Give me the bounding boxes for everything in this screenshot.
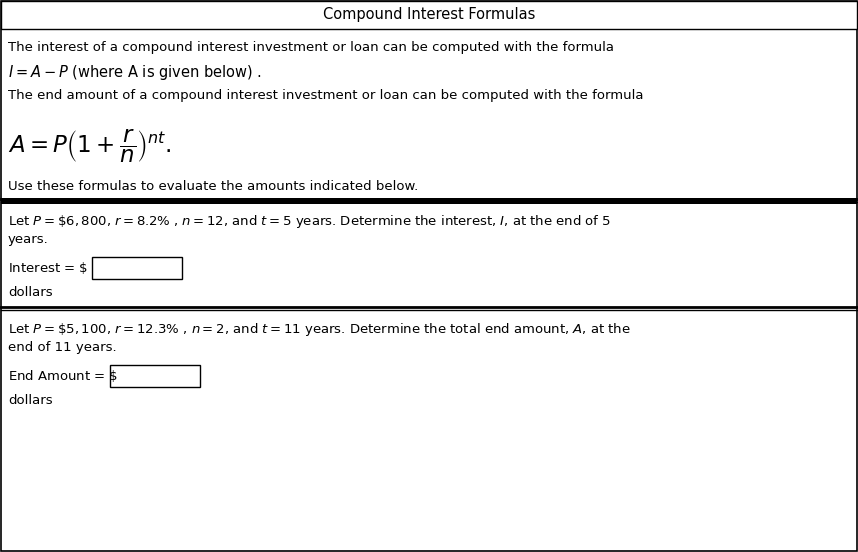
Text: dollars: dollars bbox=[8, 394, 52, 406]
Text: Use these formulas to evaluate the amounts indicated below.: Use these formulas to evaluate the amoun… bbox=[8, 179, 418, 193]
Text: years.: years. bbox=[8, 233, 49, 247]
Text: Compound Interest Formulas: Compound Interest Formulas bbox=[323, 8, 535, 23]
Text: $I = A - P$ (where A is given below) .: $I = A - P$ (where A is given below) . bbox=[8, 62, 262, 82]
Text: End Amount = $\$$: End Amount = $\$$ bbox=[8, 368, 118, 384]
FancyBboxPatch shape bbox=[92, 257, 182, 279]
Text: end of 11 years.: end of 11 years. bbox=[8, 342, 117, 354]
Text: dollars: dollars bbox=[8, 285, 52, 299]
Text: The interest of a compound interest investment or loan can be computed with the : The interest of a compound interest inve… bbox=[8, 41, 614, 55]
Text: $A = P\left(1 + \dfrac{r}{n}\right)^{nt}.$: $A = P\left(1 + \dfrac{r}{n}\right)^{nt}… bbox=[8, 128, 172, 164]
FancyBboxPatch shape bbox=[1, 198, 857, 204]
Text: The end amount of a compound interest investment or loan can be computed with th: The end amount of a compound interest in… bbox=[8, 89, 644, 103]
Text: Let $P = \$6,800$, $r = 8.2\%$ , $n = 12$, and $t = 5$ years. Determine the inte: Let $P = \$6,800$, $r = 8.2\%$ , $n = 12… bbox=[8, 214, 611, 231]
FancyBboxPatch shape bbox=[110, 365, 200, 387]
Text: Let $P = \$5,100$, $r = 12.3\%$ , $n = 2$, and $t = 11$ years. Determine the tot: Let $P = \$5,100$, $r = 12.3\%$ , $n = 2… bbox=[8, 321, 631, 338]
Text: Interest = $\$$: Interest = $\$$ bbox=[8, 260, 88, 276]
FancyBboxPatch shape bbox=[1, 1, 857, 29]
